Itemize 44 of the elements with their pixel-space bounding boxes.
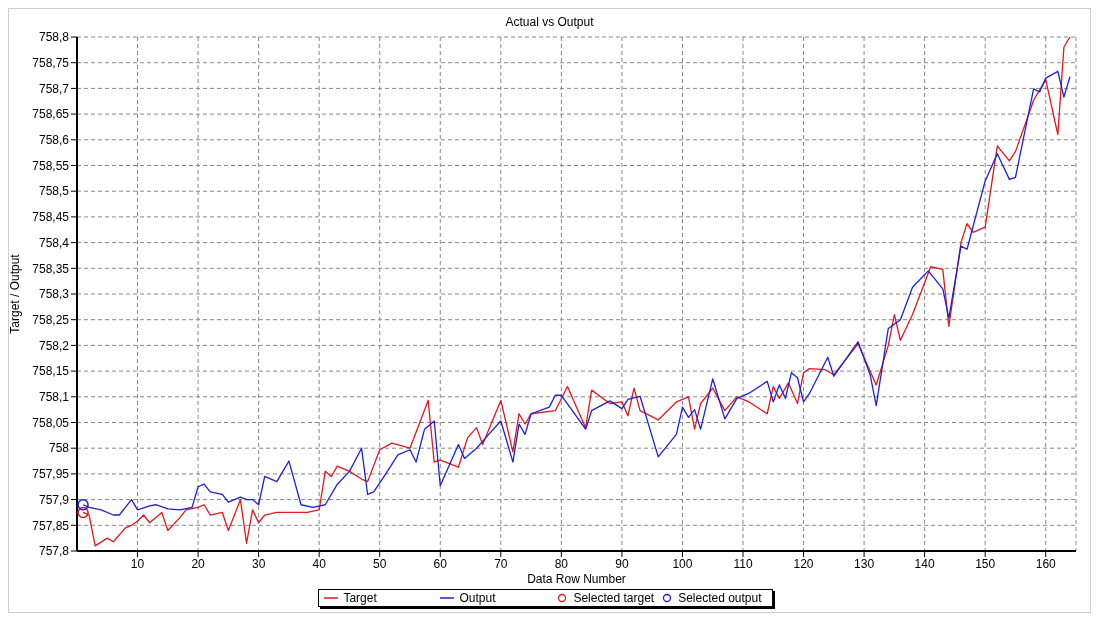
y-tick-label: 758,8	[38, 30, 70, 45]
legend-label: Target	[343, 591, 377, 605]
y-tick-label: 757,95	[32, 467, 70, 482]
x-tick-label: 50	[373, 556, 387, 571]
y-tick-label: 758,1	[38, 390, 70, 405]
y-tick-label: 758,05	[32, 415, 70, 430]
y-tick-label: 758	[48, 441, 70, 456]
y-tick-label: 758,65	[32, 107, 70, 122]
x-tick-label: 30	[251, 556, 266, 571]
chart-title: Actual vs Output	[504, 14, 595, 31]
y-tick-label: 757,9	[38, 492, 70, 507]
x-tick-label: 160	[1035, 556, 1057, 571]
y-tick-label: 758,7	[38, 81, 70, 96]
y-tick-label: 757,85	[32, 518, 70, 533]
x-tick-label: 20	[191, 556, 206, 571]
x-tick-label: 140	[914, 556, 935, 571]
y-tick-label: 758,4	[38, 235, 70, 250]
x-tick-label: 70	[494, 556, 508, 571]
x-tick-label: 40	[312, 556, 327, 571]
y-tick-label: 758,75	[32, 55, 70, 70]
x-tick-label: 120	[793, 556, 814, 571]
y-tick-label: 758,15	[32, 364, 70, 379]
y-tick-label: 758,25	[32, 312, 70, 327]
y-tick-label: 758,3	[38, 287, 70, 302]
y-tick-label: 758,2	[38, 338, 70, 353]
x-tick-label: 10	[130, 556, 145, 571]
y-tick-label: 758,55	[32, 158, 70, 173]
legend-label: Output	[459, 591, 496, 605]
x-axis-title: Data Row Number	[527, 572, 626, 586]
x-tick-label: 150	[975, 556, 996, 571]
x-tick-label: 130	[854, 556, 875, 571]
x-tick-label: 80	[554, 556, 569, 571]
x-tick-label: 100	[672, 556, 693, 571]
y-axis-title: Target / Output	[8, 253, 23, 334]
y-tick-label: 758,35	[32, 261, 70, 276]
legend-label: Selected output	[678, 591, 762, 605]
x-tick-label: 90	[615, 556, 629, 571]
x-tick-label: 110	[733, 556, 753, 571]
y-tick-label: 758,5	[38, 184, 70, 199]
legend-label: Selected target	[573, 591, 655, 605]
y-tick-label: 758,6	[38, 133, 70, 148]
y-tick-label: 757,8	[38, 544, 70, 559]
y-tick-label: 758,45	[32, 210, 70, 225]
x-tick-label: 60	[433, 556, 448, 571]
